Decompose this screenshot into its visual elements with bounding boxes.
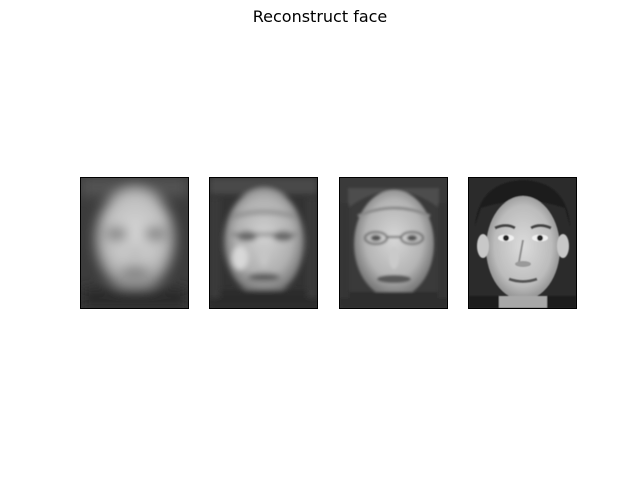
- figure-title: Reconstruct face: [252, 7, 388, 26]
- detailed-reconstruction-face-image: [340, 178, 447, 308]
- face-panel-1: [80, 177, 189, 309]
- face-panel-4: [468, 177, 577, 309]
- original-face-image: [469, 178, 576, 308]
- face-panel-2: [209, 177, 318, 309]
- face-panel-3: [339, 177, 448, 309]
- partial-reconstruction-face-image: [210, 178, 317, 308]
- blurred-mean-face-image: [81, 178, 188, 308]
